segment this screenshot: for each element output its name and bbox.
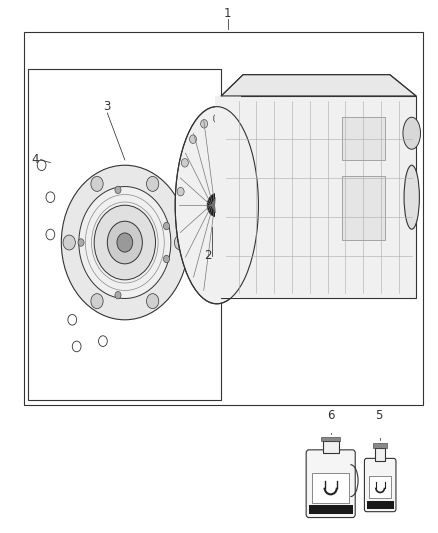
Circle shape bbox=[177, 188, 184, 196]
Circle shape bbox=[91, 176, 103, 191]
Bar bbox=[323, 441, 339, 453]
Circle shape bbox=[163, 255, 170, 263]
Ellipse shape bbox=[404, 165, 419, 229]
Bar bbox=[373, 443, 387, 448]
Bar bbox=[221, 96, 416, 298]
Circle shape bbox=[250, 188, 257, 196]
Bar bbox=[342, 117, 385, 160]
Circle shape bbox=[201, 119, 208, 128]
Ellipse shape bbox=[403, 117, 420, 149]
Circle shape bbox=[190, 135, 197, 143]
Circle shape bbox=[245, 158, 252, 167]
Bar bbox=[367, 501, 394, 509]
Circle shape bbox=[163, 222, 170, 230]
Bar bbox=[375, 448, 385, 461]
Circle shape bbox=[181, 158, 188, 167]
Circle shape bbox=[107, 221, 142, 264]
Ellipse shape bbox=[175, 107, 258, 304]
Circle shape bbox=[213, 114, 220, 123]
Text: 5: 5 bbox=[375, 409, 382, 422]
Bar bbox=[309, 505, 353, 514]
Circle shape bbox=[115, 186, 121, 193]
Circle shape bbox=[94, 205, 155, 280]
Bar bbox=[321, 437, 340, 441]
Text: 4: 4 bbox=[31, 154, 39, 166]
Circle shape bbox=[117, 233, 133, 252]
Bar bbox=[312, 473, 349, 503]
Circle shape bbox=[63, 235, 75, 250]
Circle shape bbox=[91, 294, 103, 309]
Bar bbox=[342, 176, 385, 240]
Circle shape bbox=[226, 119, 233, 128]
Circle shape bbox=[146, 294, 159, 309]
FancyBboxPatch shape bbox=[364, 458, 396, 512]
Bar bbox=[215, 96, 241, 298]
Text: 3: 3 bbox=[104, 100, 111, 113]
Circle shape bbox=[174, 235, 187, 250]
Circle shape bbox=[207, 193, 226, 217]
Text: 2: 2 bbox=[204, 249, 212, 262]
FancyBboxPatch shape bbox=[306, 450, 355, 518]
Circle shape bbox=[78, 239, 84, 246]
Polygon shape bbox=[221, 75, 416, 96]
Circle shape bbox=[237, 135, 244, 143]
Circle shape bbox=[61, 165, 188, 320]
Bar bbox=[28, 69, 221, 400]
Bar bbox=[369, 476, 391, 498]
Circle shape bbox=[79, 187, 171, 298]
Bar bbox=[24, 32, 423, 405]
Circle shape bbox=[146, 176, 159, 191]
Text: 6: 6 bbox=[327, 409, 335, 422]
Text: 1: 1 bbox=[224, 7, 232, 20]
Circle shape bbox=[115, 292, 121, 299]
Circle shape bbox=[212, 200, 221, 211]
